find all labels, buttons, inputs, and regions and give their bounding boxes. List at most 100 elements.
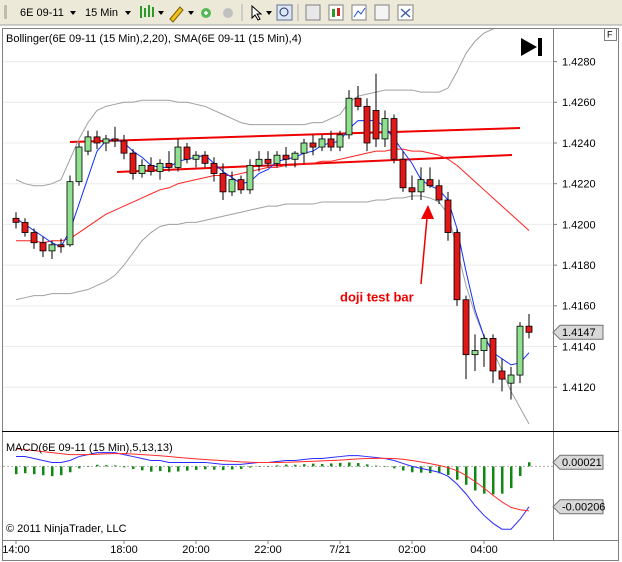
histogram-bar (186, 466, 189, 471)
copyright: © 2011 NinjaTrader, LLC (6, 523, 127, 535)
histogram-bar (222, 466, 225, 471)
histogram-bar (474, 466, 477, 491)
candle-body (111, 138, 119, 142)
candle-body (399, 158, 407, 189)
x-tick-label: 7/21 (329, 544, 350, 556)
template-button[interactable] (374, 4, 390, 21)
chart-trader-button[interactable] (351, 4, 367, 21)
svg-text:F: F (607, 29, 613, 39)
instrument[interactable]: 6E 09-11 (20, 7, 64, 19)
pointer-button[interactable] (251, 4, 263, 21)
candle-body (39, 242, 47, 252)
candle-body (21, 221, 29, 233)
close-button[interactable] (397, 4, 414, 21)
properties-button[interactable] (305, 4, 321, 21)
value-box (552, 454, 604, 470)
histogram-bar (51, 466, 54, 477)
candle-body (66, 181, 74, 246)
add-button[interactable] (201, 8, 211, 18)
histogram-bar (321, 464, 324, 467)
x-tick-label: 02:00 (398, 544, 426, 556)
data-box-button[interactable] (328, 4, 344, 21)
indicator-line (16, 148, 530, 244)
candle-body (93, 136, 101, 144)
histogram-bar (267, 466, 270, 467)
interval[interactable]: 15 Min (85, 7, 118, 19)
histogram-bar (240, 466, 243, 469)
y-tick-label: 1.4200 (562, 219, 596, 231)
draw-button[interactable] (169, 6, 184, 23)
candle-body (408, 187, 416, 193)
histogram-bar (33, 466, 36, 475)
histogram-bar (510, 466, 513, 489)
histogram-bar (231, 466, 234, 470)
candle-body (57, 244, 65, 248)
candle-body (444, 199, 452, 233)
chart-frame (2, 28, 619, 561)
macd-panel (3, 448, 553, 530)
histogram-bar (438, 466, 441, 474)
histogram-bar (348, 462, 351, 467)
histogram-bar (276, 465, 279, 467)
histogram-bar (213, 466, 216, 470)
histogram-bar (177, 466, 180, 472)
histogram-bar (150, 466, 153, 472)
scroll-end-button[interactable] (521, 38, 542, 56)
y-tick-label: 1.4240 (562, 138, 596, 150)
histogram-bar (366, 464, 369, 467)
candle-body (129, 152, 137, 174)
candle-body (255, 158, 263, 166)
candle-body (75, 146, 83, 183)
remove-button[interactable] (223, 8, 233, 18)
histogram-bar (519, 466, 522, 476)
histogram-bar (24, 466, 27, 474)
candle-body (426, 179, 434, 187)
candle-body (381, 118, 389, 140)
histogram-bar (402, 466, 405, 471)
y-tick-label: 1.4140 (562, 341, 596, 353)
histogram-bar (258, 466, 261, 467)
histogram-bar (96, 464, 99, 467)
histogram-bar (78, 466, 81, 469)
candle-body (12, 217, 20, 223)
trend-line (69, 127, 521, 143)
x-tick-label: 18:00 (110, 544, 138, 556)
candle-body (336, 134, 344, 148)
dropdown-arrow[interactable] (70, 11, 76, 15)
histogram-bar (168, 466, 171, 473)
value-box-label: 0.00021 (562, 457, 602, 469)
dropdown-arrow[interactable] (188, 11, 194, 15)
value-box (552, 324, 604, 340)
histogram-bar (105, 465, 108, 467)
y-tick-label: 1.4120 (562, 382, 596, 394)
candle-body (156, 162, 164, 172)
dropdown-arrow[interactable] (266, 11, 272, 15)
candle-body (183, 146, 191, 160)
histogram-bar (501, 466, 504, 494)
candle-body (318, 138, 326, 148)
candle-body (48, 244, 56, 252)
histogram-bar (393, 466, 396, 469)
candle-body (264, 158, 272, 164)
value-box-label: -0.00206 (562, 502, 605, 514)
chart-style-button[interactable] (140, 5, 154, 18)
x-tick-label: 22:00 (254, 544, 282, 556)
dropdown-arrow[interactable] (158, 11, 164, 15)
histogram-bar (420, 466, 423, 473)
candle-body (228, 179, 236, 193)
zoom-button[interactable] (276, 4, 293, 21)
histogram-bar (411, 466, 414, 473)
histogram-bar (303, 464, 306, 467)
y-tick-label: 1.4260 (562, 97, 596, 109)
histogram-bar (429, 466, 432, 474)
panel-menu[interactable]: F (604, 28, 617, 41)
candle-body (516, 325, 524, 376)
candle-body (309, 142, 317, 148)
dropdown-arrow[interactable] (125, 11, 131, 15)
y-tick-label: 1.4160 (562, 301, 596, 313)
x-tick-label: 14:00 (2, 544, 30, 556)
histogram-bar (132, 466, 135, 469)
histogram-bar (312, 463, 315, 467)
